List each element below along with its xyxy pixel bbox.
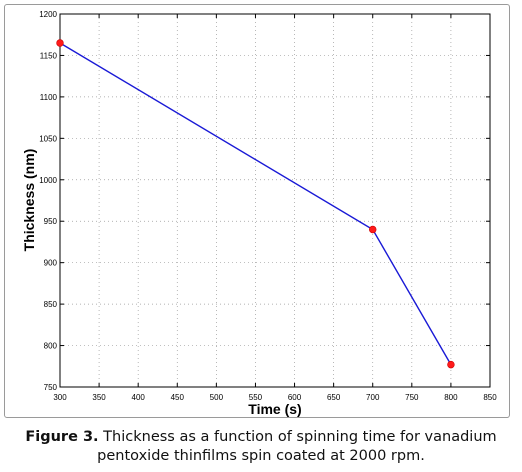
y-tick-label: 850 <box>44 300 58 309</box>
axis-ticks: 300 350 400 450 500 550 600 650 700 750 800 850 750 8… <box>39 10 497 402</box>
y-tick-label: 800 <box>44 342 58 351</box>
caption-line-2: pentoxide thinfilms spin coated at 2000 … <box>97 448 425 464</box>
x-tick-label: 550 <box>249 393 263 402</box>
y-tick-label: 950 <box>44 217 58 226</box>
y-tick-label: 1000 <box>39 176 57 185</box>
plot-area <box>59 13 491 388</box>
x-tick-label: 450 <box>171 393 185 402</box>
x-tick-label: 800 <box>444 393 458 402</box>
x-tick-label: 400 <box>132 393 146 402</box>
y-tick-label: 1200 <box>39 10 57 19</box>
caption-lead: Figure 3. <box>25 429 99 445</box>
y-tick-label: 900 <box>44 259 58 268</box>
data-series <box>56 39 455 369</box>
y-tick-label: 750 <box>44 383 58 392</box>
y-axis-label: Thickness (nm) <box>21 149 37 252</box>
x-axis-label: Time (s) <box>248 401 301 417</box>
y-tick-label: 1150 <box>40 51 58 60</box>
data-point <box>56 39 64 47</box>
x-tick-label: 300 <box>53 393 67 402</box>
data-point <box>369 225 377 234</box>
x-tick-label: 350 <box>92 393 106 402</box>
x-tick-label: 650 <box>327 393 341 402</box>
x-tick-label: 750 <box>405 393 419 402</box>
y-tick-label: 1100 <box>40 93 58 102</box>
figure-caption: Figure 3. Thickness as a function of spi… <box>0 428 522 466</box>
x-tick-label: 700 <box>366 393 380 402</box>
x-tick-label: 850 <box>483 393 497 402</box>
caption-line-1: Thickness as a function of spinning time… <box>98 429 497 445</box>
x-tick-label: 500 <box>210 393 224 402</box>
data-point <box>447 360 455 369</box>
line-chart: 300 350 400 450 500 550 600 650 700 750 800 850 750 8… <box>21 10 497 417</box>
x-tick-label: 600 <box>288 393 302 402</box>
y-tick-label: 1050 <box>39 134 57 143</box>
